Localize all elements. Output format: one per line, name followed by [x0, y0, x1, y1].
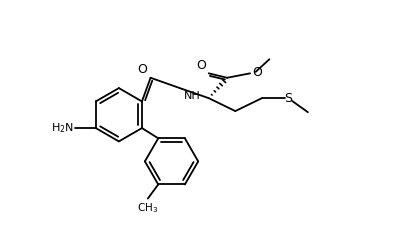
- Text: O: O: [137, 63, 147, 76]
- Text: O: O: [252, 66, 262, 79]
- Text: O: O: [196, 59, 206, 72]
- Text: NH: NH: [184, 92, 201, 101]
- Text: S: S: [285, 92, 293, 105]
- Text: CH$_3$: CH$_3$: [137, 201, 158, 215]
- Text: H$_2$N: H$_2$N: [51, 121, 73, 135]
